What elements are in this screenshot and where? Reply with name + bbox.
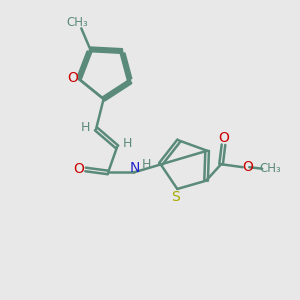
- Text: CH₃: CH₃: [260, 162, 281, 175]
- Text: O: O: [218, 131, 229, 145]
- Text: O: O: [67, 71, 78, 85]
- Text: S: S: [171, 190, 180, 204]
- Text: H: H: [123, 137, 132, 151]
- Text: CH₃: CH₃: [67, 16, 88, 29]
- Text: H: H: [81, 121, 90, 134]
- Text: N: N: [130, 161, 140, 175]
- Text: H: H: [142, 158, 151, 172]
- Text: O: O: [243, 160, 254, 174]
- Text: O: O: [74, 163, 84, 176]
